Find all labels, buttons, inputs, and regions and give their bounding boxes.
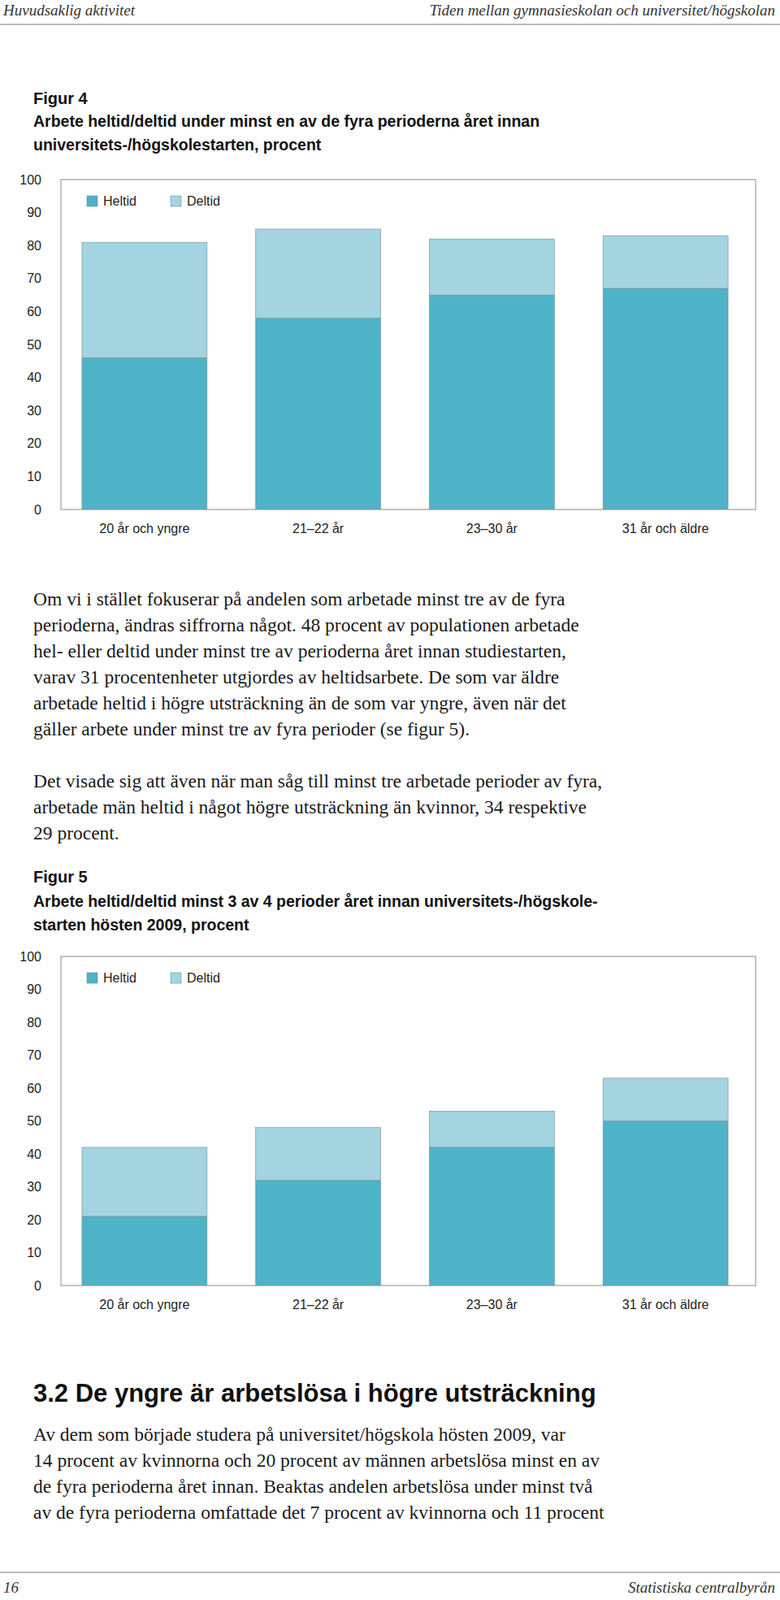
y-tick-label: 60 <box>26 1081 42 1096</box>
section-heading: 3.2 De yngre är arbetslösa i högre utstr… <box>33 1378 597 1408</box>
x-tick-label: 23–30 år <box>466 1297 519 1312</box>
bars <box>82 229 728 510</box>
bars <box>82 1078 728 1286</box>
header-rule <box>0 24 780 26</box>
y-tick-label: 50 <box>26 1113 42 1128</box>
y-tick-label: 90 <box>26 982 42 997</box>
legend-label: Deltid <box>186 194 221 208</box>
bar <box>82 357 208 510</box>
figure-title: universitets-/högskolestarten, procent <box>33 135 322 154</box>
figure-label: Figur 4 <box>33 89 89 108</box>
legend: Heltid Deltid <box>86 970 221 985</box>
y-tick-label: 80 <box>26 238 42 253</box>
header-right: Tiden mellan gymnasieskolan och universi… <box>429 1 776 19</box>
x-tick-label: 20 år och yngre <box>99 1297 190 1312</box>
y-tick-label: 20 <box>26 1213 42 1227</box>
paragraph-line: Om vi i stället fokuserar på andelen som… <box>33 588 566 610</box>
bar <box>255 318 382 510</box>
paragraph-line: Det visade sig att även när man såg till… <box>33 770 603 792</box>
y-tick-label: 70 <box>26 1048 42 1062</box>
paragraph-line: de fyra perioderna året innan. Beaktas a… <box>33 1475 594 1497</box>
figure-title: Arbete heltid/deltid under minst en av d… <box>33 112 540 130</box>
paragraph-line: Av dem som började studera på universite… <box>33 1423 566 1445</box>
x-tick-label: 31 år och äldre <box>622 521 710 536</box>
bar <box>255 1179 382 1286</box>
y-tick-label: 20 <box>26 436 42 451</box>
x-tick-label: 31 år och äldre <box>622 1297 710 1312</box>
bar <box>602 288 728 510</box>
bar <box>82 242 208 358</box>
y-tick-label: 100 <box>19 173 42 187</box>
legend-label: Heltid <box>103 970 137 985</box>
y-tick-label: 90 <box>26 205 42 220</box>
page: Huvudsaklig aktivitet Tiden mellan gymnas… <box>0 0 780 1600</box>
y-tick-label: 0 <box>34 1278 42 1293</box>
paragraph-line: 29 procent. <box>33 822 120 844</box>
legend-swatch <box>170 972 182 984</box>
y-tick-label: 60 <box>26 304 42 319</box>
plot-frame <box>60 956 756 1286</box>
figure-title: starten hösten 2009, procent <box>33 915 250 934</box>
legend-swatch <box>86 972 98 984</box>
y-tick-label: 10 <box>26 469 42 484</box>
legend-swatch <box>86 195 98 207</box>
bar <box>602 1121 728 1287</box>
plot-frame <box>60 179 756 510</box>
publisher: Statistiska centralbyrån <box>628 1578 776 1596</box>
bar <box>429 238 555 295</box>
paragraph-line: av de fyra perioderna omfattade det 7 pr… <box>33 1501 605 1523</box>
x-tick-label: 21–22 år <box>292 521 345 536</box>
chart: Figur 4 Arbete heltid/deltid under minst … <box>19 89 756 536</box>
x-tick-label: 21–22 år <box>292 1297 345 1312</box>
x-tick-label: 23–30 år <box>466 521 519 536</box>
figure-title: Arbete heltid/deltid minst 3 av 4 period… <box>33 892 598 910</box>
y-tick-label: 40 <box>26 1147 42 1162</box>
y-tick-label: 40 <box>26 370 42 385</box>
paragraph-line: arbetade män heltid i något högre utsträ… <box>33 796 587 818</box>
header-left: Huvudsaklig aktivitet <box>2 1 136 19</box>
bar <box>602 235 728 289</box>
legend-label: Heltid <box>103 194 137 208</box>
paragraph-line: 14 procent av kvinnorna och 20 procent a… <box>33 1449 600 1471</box>
page-number: 16 <box>3 1578 20 1596</box>
bar <box>255 1127 382 1181</box>
y-tick-label: 0 <box>34 502 42 517</box>
y-tick-label: 80 <box>26 1015 42 1030</box>
legend-label: Deltid <box>186 970 221 985</box>
paragraph-line: gäller arbete under minst tre av fyra pe… <box>33 718 470 740</box>
x-tick-label: 20 år och yngre <box>99 521 190 536</box>
y-tick-label: 10 <box>26 1245 42 1260</box>
paragraph-line: perioderna, ändras siffrorna något. 48 p… <box>33 614 580 636</box>
legend: Heltid Deltid <box>86 194 221 208</box>
bar <box>82 1147 208 1217</box>
footer-rule <box>0 1572 780 1573</box>
y-tick-label: 30 <box>26 1179 42 1194</box>
chart: Figur 5 Arbete heltid/deltid minst 3 av 4… <box>19 867 756 1312</box>
y-tick-label: 50 <box>26 338 42 352</box>
bar <box>429 294 555 510</box>
bar <box>429 1147 555 1286</box>
paragraph-line: varav 31 procentenheter utgjordes av hel… <box>33 666 559 688</box>
figure-label: Figur 5 <box>33 867 88 886</box>
y-tick-label: 100 <box>19 949 42 964</box>
bar <box>602 1078 728 1122</box>
paragraph-line: arbetade heltid i högre utsträckning än … <box>33 692 567 714</box>
bar <box>82 1216 208 1286</box>
bar <box>429 1110 555 1148</box>
y-tick-label: 70 <box>26 271 42 286</box>
y-tick-label: 30 <box>26 403 42 418</box>
bar <box>255 229 382 319</box>
paragraph-line: hel- eller deltid under minst tre av per… <box>33 640 567 662</box>
legend-swatch <box>170 195 182 207</box>
